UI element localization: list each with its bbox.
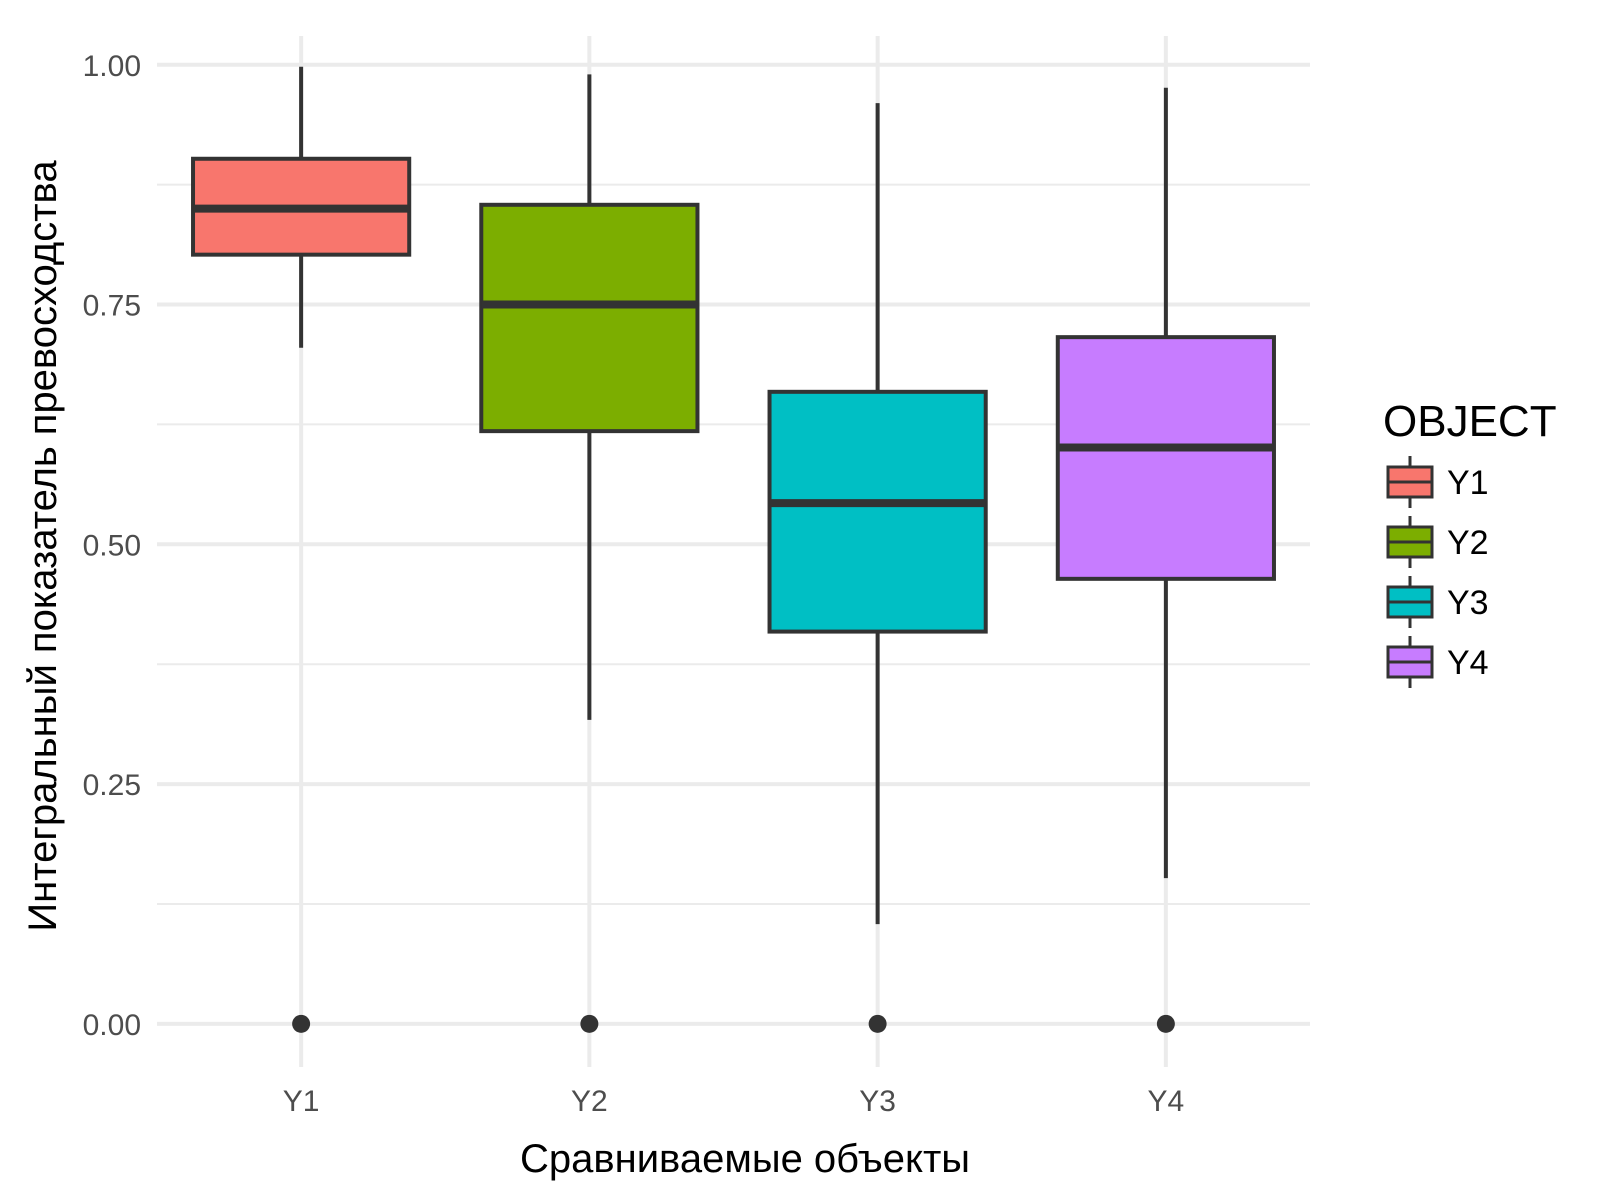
y-axis-ticks: 0.00 0.25 0.50 0.75 1.00 [83, 50, 141, 1042]
box-y3 [767, 103, 988, 1033]
y-tick-label: 1.00 [83, 50, 141, 83]
box-body [1055, 335, 1276, 581]
box-y2 [479, 74, 700, 1033]
box-y1 [191, 66, 412, 1033]
legend-item-y1: Y1 [1386, 456, 1489, 508]
y-tick-label: 0.25 [83, 769, 141, 802]
boxes [191, 66, 1276, 1033]
y-axis-title: Интегральный показатель превосходства [21, 160, 65, 932]
legend-label: Y4 [1447, 644, 1489, 682]
legend-item-y2: Y2 [1386, 516, 1489, 568]
outlier-point [1156, 1014, 1175, 1033]
legend: OBJECT Y1 Y2 Y3 Y4 [1383, 397, 1557, 688]
legend-label: Y2 [1447, 524, 1489, 562]
legend-label: Y1 [1447, 464, 1489, 502]
x-axis-title: Сравниваемые объекты [520, 1137, 970, 1181]
x-tick-label: Y4 [1148, 1085, 1185, 1118]
y-tick-label: 0.75 [83, 290, 141, 323]
outlier-point [868, 1014, 887, 1033]
x-axis-ticks: Y1 Y2 Y3 Y4 [283, 1085, 1184, 1118]
box-body [767, 389, 988, 634]
x-tick-label: Y3 [859, 1085, 896, 1118]
legend-item-y4: Y4 [1386, 636, 1489, 688]
y-tick-label: 0.00 [83, 1009, 141, 1042]
outlier-point [580, 1014, 599, 1033]
y-tick-label: 0.50 [83, 529, 141, 562]
box-y4 [1055, 87, 1276, 1033]
legend-item-y3: Y3 [1386, 576, 1489, 628]
x-tick-label: Y1 [283, 1085, 320, 1118]
legend-label: Y3 [1447, 584, 1489, 622]
outlier-point [292, 1014, 311, 1033]
legend-title: OBJECT [1383, 397, 1557, 446]
box-body [479, 202, 700, 434]
x-tick-label: Y2 [571, 1085, 608, 1118]
